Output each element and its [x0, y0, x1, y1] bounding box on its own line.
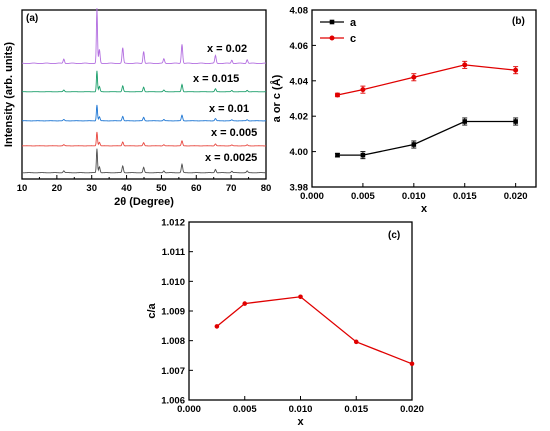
panel-c-series-point	[214, 324, 220, 329]
panel-a-x-tick-label: 20	[52, 183, 63, 194]
panel-c-series-line	[216, 296, 413, 365]
panel-c-x-tick-label: 0.010	[289, 404, 313, 415]
panel-a-label: (a)	[26, 13, 38, 24]
panel-b-series-c-point	[462, 62, 468, 68]
panel-a-x-axis-label: 2θ (Degree)	[114, 196, 174, 208]
panel-b-legend-a-marker	[329, 19, 335, 25]
panel-b-legend-c-marker	[329, 35, 335, 41]
panel-b-y-tick-label: 4.08	[290, 6, 309, 17]
panel-b-y-axis-label: a or c (Å)	[270, 74, 283, 122]
panel-c-series-point	[409, 361, 415, 367]
panel-b-y-tick-label: 4.00	[290, 147, 309, 158]
panel-c-y-tick-label: 1.006	[161, 396, 185, 407]
panel-b-series-a-point	[360, 152, 366, 158]
panel-b-series-a-point	[513, 119, 518, 124]
panel-a-series-1-line	[22, 131, 266, 147]
panel-b-series-a-point	[411, 142, 417, 147]
panel-c-x-axis-label: x	[297, 416, 304, 428]
panel-b-x-tick-label: 0.020	[504, 191, 528, 202]
panel-a-x-tick-label: 10	[17, 183, 28, 194]
panel-c-y-tick-label: 1.008	[161, 336, 185, 347]
panel-b-y-tick-label: 3.98	[290, 183, 309, 194]
panel-c-x-tick-label: 0.020	[400, 404, 424, 415]
panel-c-series-point	[353, 339, 359, 345]
panel-a-series-0-label: x = 0.0025	[205, 152, 257, 164]
panel-a-series-3-label: x = 0.015	[193, 73, 239, 85]
panel-c-x-tick-label: 0.000	[177, 404, 201, 415]
panel-a-x-tick-label: 50	[156, 183, 167, 194]
panel-b-series-a-point	[462, 119, 468, 124]
panel-c-series-point	[242, 301, 248, 306]
panel-b-plot-frame	[311, 9, 537, 188]
panel-a-x-tick-label: 30	[86, 183, 97, 194]
panel-b-series-c-point	[411, 74, 417, 80]
panel-a-series-0-line	[22, 148, 267, 174]
panel-a-x-tick-label: 70	[226, 183, 237, 194]
panel-a-x-tick-label: 60	[191, 183, 202, 194]
panel-c-y-tick-label: 1.009	[161, 307, 185, 318]
panel-b-x-tick-label: 0.005	[351, 191, 375, 202]
panel-b-x-tick-label: 0.015	[453, 191, 477, 202]
panel-c-plot-frame	[188, 221, 413, 401]
panel-b-series-c-point	[334, 92, 340, 98]
panel-a-series-4-line	[21, 8, 266, 65]
panel-c-y-tick-label: 1.007	[161, 366, 185, 377]
panel-a-y-axis-label: Intensity (arb. units)	[3, 42, 15, 147]
panel-b-legend-a-label: a	[350, 17, 357, 29]
panel-b-series-a-line	[337, 120, 516, 156]
panel-b-label: (b)	[512, 16, 525, 27]
panel-a-series-2-label: x = 0.01	[209, 103, 249, 115]
panel-c-y-axis-label: c/a	[146, 302, 158, 318]
panel-b-legend-c-label: c	[350, 33, 356, 45]
panel-c-label: (c)	[388, 230, 400, 241]
panel-b-x-axis-label: x	[421, 203, 428, 215]
panel-b-lattice: 0.000 0.005 0.010 0.015 0.020 3.98 4.00 4.02 4.0…	[270, 6, 537, 215]
panel-b-x-tick-label: 0.000	[300, 191, 324, 202]
panel-c-y-tick-label: 1.011	[162, 247, 186, 258]
panel-b-y-tick-label: 4.02	[290, 112, 309, 123]
panel-a-series-2-line	[21, 104, 267, 122]
panel-c-series-point	[298, 294, 303, 300]
panel-a-series-1-label: x = 0.005	[211, 127, 257, 139]
panel-c-x-tick-label: 0.015	[344, 404, 368, 415]
panel-b-series-c-point	[360, 87, 366, 93]
panel-b-x-tick-label: 0.010	[402, 191, 426, 202]
panel-c-y-tick-label: 1.012	[161, 218, 185, 229]
panel-b-y-tick-label: 4.04	[290, 76, 309, 87]
panel-b-y-tick-label: 4.06	[290, 41, 309, 52]
panel-b-series-a-point	[335, 152, 340, 158]
panel-c-x-tick-label: 0.005	[233, 404, 257, 415]
panel-a-series-4-label: x = 0.02	[207, 43, 247, 55]
panel-a-series-3-line	[22, 70, 267, 93]
panel-a-x-tick-label: 40	[121, 183, 132, 194]
panel-c-ratio: 0.000 0.005 0.010 0.015 0.020 1.006 1.007 1.008…	[146, 218, 424, 429]
panel-c-y-tick-label: 1.010	[161, 277, 185, 288]
panel-a-xrd: 10 20 30 40 50 60 70 80 2θ (Degree) Intensity (ar…	[3, 8, 271, 208]
panel-b-series-c-point	[513, 67, 519, 73]
panel-a-x-tick-label: 80	[261, 183, 272, 194]
